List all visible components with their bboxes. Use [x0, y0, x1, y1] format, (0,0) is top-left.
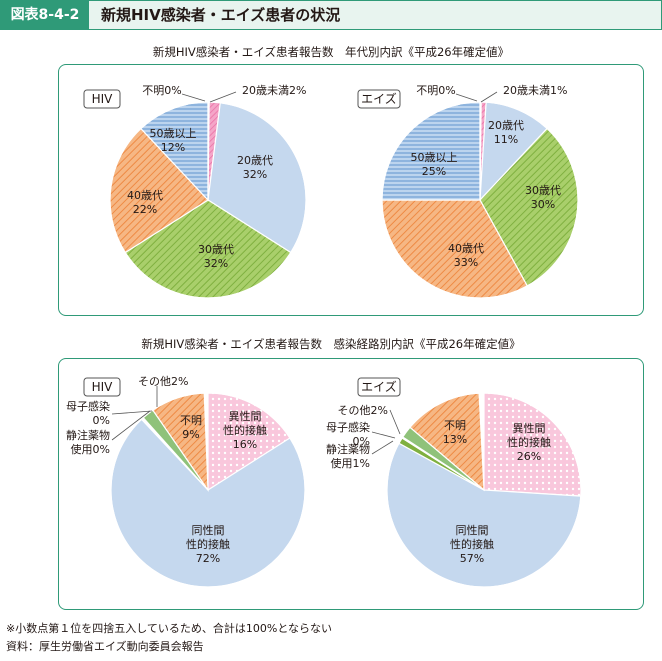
slice-label-1-1-3: 母子感染 0% [326, 420, 370, 448]
leader-line-0-1-5 [455, 93, 478, 102]
leader-line-1-1-2 [371, 440, 394, 455]
slice-label-1-1-4: その他2% [338, 404, 388, 417]
leader-line-0-0-0 [209, 91, 237, 103]
chart-badge-box-1-1 [357, 377, 401, 397]
slice-label-1-0-1: 同性間性的接触 72% [186, 523, 230, 565]
figure-title: 新規HIV感染者・エイズ患者の状況 [101, 6, 341, 24]
leader-line-0-0-5 [181, 93, 206, 102]
chart-badge-0-0: HIV [92, 92, 114, 106]
slice-label-0-0-4: 50歳以上 12% [150, 127, 197, 154]
slice-label-0-1-2: 30歳代 30% [525, 184, 561, 211]
chart-badge-0-1: エイズ [361, 91, 397, 106]
pie-outline-0-0 [109, 101, 307, 299]
footnote: ※小数点第１位を四捨五入しているため、合計は100%とならない [6, 622, 333, 635]
figure-header: 図表8-4-2 新規HIV感染者・エイズ患者の状況 [0, 0, 662, 30]
pie-outline-0-1 [381, 101, 579, 299]
slice-label-0-1-0: 20歳未満1% [503, 84, 567, 97]
slice-label-1-0-2: 静注薬物使用0% [66, 428, 110, 456]
slice-label-1-0-3: 母子感染 0% [66, 399, 110, 427]
slice-label-0-1-5: 不明0% [416, 84, 455, 97]
slice-label-1-1-2: 静注薬物使用1% [326, 442, 370, 470]
leader-line-1-0-2 [111, 410, 151, 441]
slice-label-0-1-1: 20歳代 11% [488, 119, 524, 146]
chart-badge-1-1: エイズ [361, 379, 397, 394]
chart-badge-box-1-0 [83, 377, 121, 397]
slice-label-1-1-1: 同性間性的接触 57% [450, 523, 494, 565]
slice-label-1-1-5: 不明 13% [443, 419, 467, 446]
slice-label-1-1-0: 異性間性的接触 26% [507, 421, 551, 463]
slice-label-0-1-4: 50歳以上 25% [411, 151, 458, 178]
slice-label-1-0-5: 不明 9% [180, 414, 202, 441]
leader-line-0-1-0 [480, 91, 498, 103]
slice-label-0-0-2: 30歳代 32% [198, 243, 234, 270]
leader-line-1-1-3 [371, 431, 396, 439]
slice-label-0-0-3: 40歳代 22% [127, 189, 163, 216]
source-note: 資料：厚生労働省エイズ動向委員会報告 [6, 640, 204, 653]
chart-badge-1-0: HIV [92, 380, 114, 394]
slice-label-1-0-0: 異性間性的接触 16% [223, 409, 267, 451]
chart-badge-box-0-0 [83, 89, 121, 109]
slice-label-0-1-3: 40歳代 33% [448, 242, 484, 269]
age-section-title: 新規HIV感染者・エイズ患者報告数 年代別内訳《平成26年確定値》 [152, 45, 510, 59]
slice-label-0-0-0: 20歳未満2% [242, 84, 306, 97]
slice-label-1-0-4: その他2% [138, 375, 188, 388]
slice-label-0-0-5: 不明0% [142, 84, 181, 97]
leader-line-1-0-3 [111, 410, 153, 415]
leader-line-1-1-4 [389, 409, 401, 435]
chart-badge-box-0-1 [357, 89, 401, 109]
pie-outline-1-0 [110, 392, 306, 588]
route-section-title: 新規HIV感染者・エイズ患者報告数 感染経路別内訳《平成26年確定値》 [141, 337, 521, 351]
figure-label: 図表8-4-2 [1, 1, 89, 29]
pie-outline-1-1 [386, 392, 582, 588]
slice-label-0-0-1: 20歳代 32% [237, 154, 273, 181]
